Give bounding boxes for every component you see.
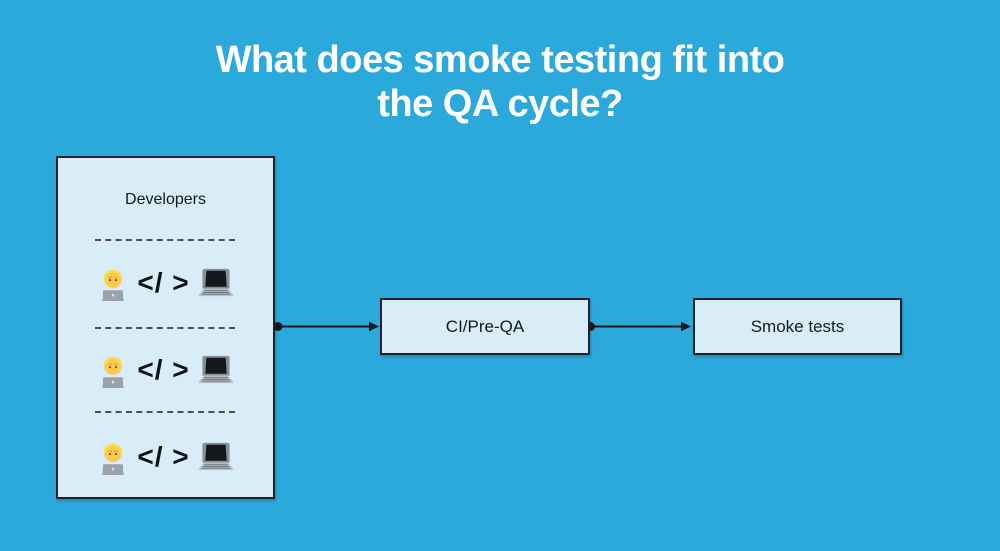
page-title-line-2: the QA cycle? <box>377 83 623 125</box>
dashed-divider <box>95 239 235 241</box>
edge-developers-to-ci-pre-qa <box>273 321 379 332</box>
code-snippet: </ > <box>137 354 190 385</box>
technologist-emoji-icon <box>94 352 132 388</box>
technologist-emoji-icon <box>94 439 132 475</box>
dashed-divider <box>95 411 235 413</box>
page-title-line-1: What does smoke testing fit into <box>215 39 785 81</box>
developers-label: Developers <box>125 191 206 208</box>
code-snippet: </ > <box>137 267 190 298</box>
edge-ci-pre-qa-to-smoke-tests <box>586 321 691 332</box>
node-ci-pre-qa: CI/Pre-QA <box>380 298 590 355</box>
node-developers: Developers </ > <box>56 156 275 499</box>
developer-row: </ > <box>58 350 273 390</box>
laptop-emoji-icon <box>195 441 237 473</box>
laptop-emoji-icon <box>195 354 237 386</box>
laptop-emoji-icon <box>195 267 237 299</box>
page-title: What does smoke testing fit into the QA … <box>0 38 1000 126</box>
smoke-tests-label: Smoke tests <box>750 316 845 336</box>
developer-row: </ > <box>58 437 273 477</box>
developer-row: </ > <box>58 263 273 303</box>
code-snippet: </ > <box>137 441 190 472</box>
node-smoke-tests: Smoke tests <box>693 298 902 355</box>
dashed-divider <box>95 327 235 329</box>
technologist-emoji-icon <box>94 265 132 301</box>
ci-pre-qa-label: CI/Pre-QA <box>445 316 525 336</box>
